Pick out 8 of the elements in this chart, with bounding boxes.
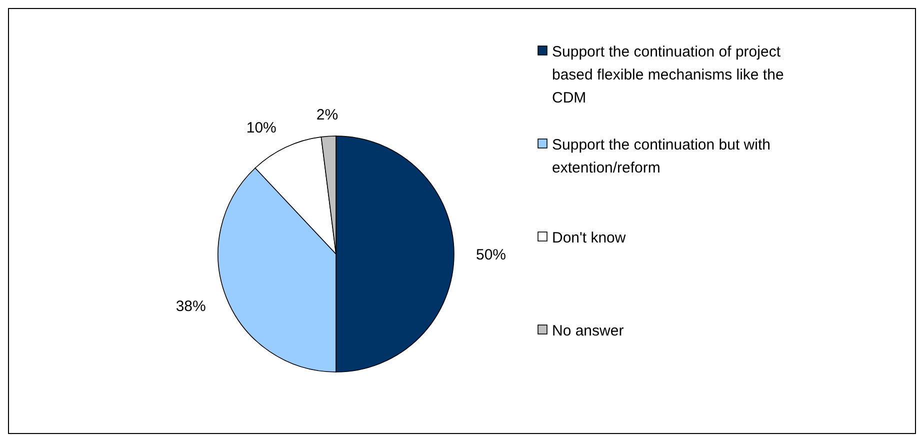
- legend-label: Support the continuation but with extention/reform: [552, 136, 770, 176]
- legend-label: Support the continuation of project based flexible mechanisms like the CDM: [552, 43, 784, 106]
- data-label: 2%: [316, 106, 338, 124]
- data-label: 10%: [246, 120, 276, 137]
- legend-label: No answer: [552, 322, 624, 340]
- legend-label: Don't know: [552, 229, 626, 246]
- data-label: 50%: [476, 246, 506, 264]
- data-label: 38%: [176, 298, 206, 315]
